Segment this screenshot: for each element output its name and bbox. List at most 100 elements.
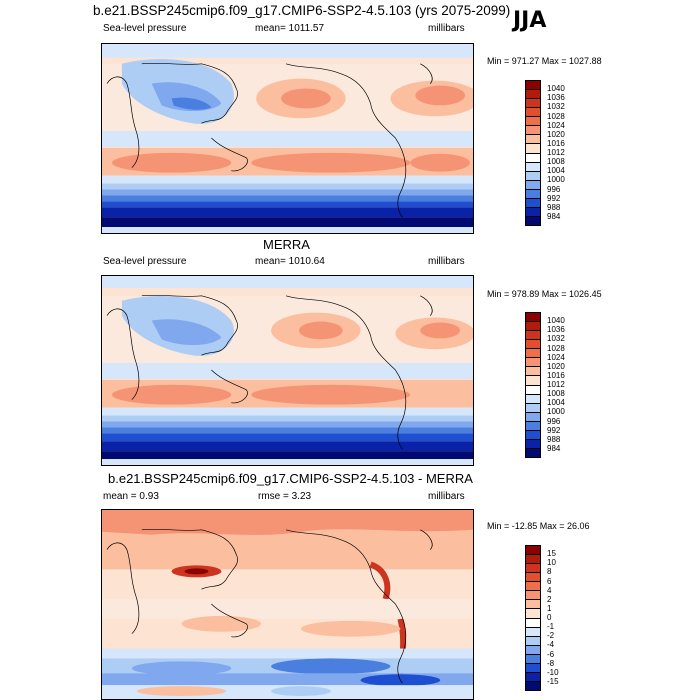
colorbar-segment — [526, 340, 540, 350]
panel2-mean: mean= 1010.64 — [255, 256, 325, 267]
colorbar-segment — [526, 600, 540, 610]
colorbar-segment — [526, 90, 540, 100]
panel3-title: b.e21.BSSP245cmip6.f09_g17.CMIP6-SSP2-4.… — [108, 471, 473, 486]
colorbar-segment — [526, 394, 540, 404]
panel1-mean: mean= 1011.57 — [255, 23, 325, 34]
colorbar-segment — [526, 672, 540, 682]
colorbar-segment — [526, 555, 540, 565]
colorbar-segment — [526, 573, 540, 583]
colorbar-segment — [526, 331, 540, 341]
colorbar-tick-label: 1000 — [547, 175, 565, 185]
colorbar-tick-label: -6 — [547, 649, 555, 659]
panel1-minmax: Min = 971.27 Max = 1027.88 — [487, 56, 602, 66]
colorbar-tick-label: -15 — [547, 676, 559, 686]
panel3-map — [101, 509, 474, 700]
colorbar-segment — [526, 313, 540, 323]
colorbar-tick-label: -4 — [547, 640, 555, 650]
colorbar-segment — [526, 322, 540, 332]
colorbar-tick-label: 2 — [547, 594, 552, 604]
panel1-variable: Sea-level pressure — [103, 23, 187, 34]
colorbar-tick-label: 1024 — [547, 352, 565, 362]
panel3-colorbar — [525, 545, 541, 691]
colorbar-segment — [526, 627, 540, 637]
colorbar-tick-label: 1020 — [547, 361, 565, 371]
colorbar-segment — [526, 144, 540, 154]
colorbar-tick-label: 996 — [547, 416, 561, 426]
panel2-units: millibars — [428, 256, 465, 267]
panel2-map — [101, 275, 474, 466]
colorbar-tick-label: 10 — [547, 558, 556, 568]
colorbar-segment — [526, 367, 540, 377]
panel3-mean: mean = 0.93 — [103, 491, 159, 502]
season-label: JJA — [513, 8, 547, 33]
colorbar-tick-label: 984 — [547, 443, 561, 453]
colorbar-tick-label: 8 — [547, 567, 552, 577]
colorbar-segment — [526, 153, 540, 163]
colorbar-segment — [526, 645, 540, 655]
colorbar-tick-label: 1 — [547, 603, 552, 613]
panel2-title: MERRA — [263, 237, 310, 252]
colorbar-segment — [526, 81, 540, 91]
colorbar-tick-label: 1036 — [547, 93, 565, 103]
colorbar-tick-label: 984 — [547, 211, 561, 221]
colorbar-segment — [526, 216, 540, 225]
colorbar-tick-label: 1004 — [547, 166, 565, 176]
colorbar-segment — [526, 117, 540, 127]
colorbar-segment — [526, 636, 540, 646]
colorbar-tick-label: 1028 — [547, 111, 565, 121]
colorbar-tick-label: 992 — [547, 193, 561, 203]
colorbar-tick-label: 1028 — [547, 343, 565, 353]
colorbar-tick-label: 1032 — [547, 102, 565, 112]
colorbar-segment — [526, 135, 540, 145]
colorbar-tick-label: 1012 — [547, 148, 565, 157]
colorbar-tick-label: 988 — [547, 434, 561, 444]
colorbar-tick-label: 15 — [547, 549, 556, 559]
colorbar-tick-label: -8 — [547, 658, 555, 668]
colorbar-segment — [526, 207, 540, 217]
colorbar-segment — [526, 430, 540, 440]
colorbar-segment — [526, 198, 540, 208]
colorbar-segment — [526, 108, 540, 118]
colorbar-segment — [526, 403, 540, 413]
colorbar-tick-label: 1016 — [547, 370, 565, 380]
colorbar-segment — [526, 591, 540, 601]
colorbar-segment — [526, 189, 540, 199]
colorbar-tick-label: 1008 — [547, 389, 565, 399]
colorbar-segment — [526, 421, 540, 431]
colorbar-segment — [526, 564, 540, 574]
colorbar-tick-label: 1036 — [547, 325, 565, 335]
colorbar-segment — [526, 162, 540, 172]
panel3-units: millibars — [428, 491, 465, 502]
colorbar-segment — [526, 654, 540, 664]
colorbar-segment — [526, 126, 540, 136]
colorbar-tick-label: -10 — [547, 667, 559, 677]
colorbar-tick-label: 1012 — [547, 380, 565, 389]
colorbar-segment — [526, 618, 540, 628]
colorbar-tick-label: 0 — [547, 613, 552, 622]
colorbar-segment — [526, 448, 540, 457]
panel1-map — [101, 43, 474, 234]
colorbar-segment — [526, 180, 540, 190]
colorbar-tick-label: 1040 — [547, 316, 565, 326]
colorbar-tick-label: -2 — [547, 631, 555, 641]
colorbar-tick-label: 1020 — [547, 129, 565, 139]
colorbar-tick-label: 1040 — [547, 84, 565, 94]
colorbar-segment — [526, 582, 540, 592]
colorbar-segment — [526, 171, 540, 181]
panel1-units: millibars — [428, 23, 465, 34]
colorbar-tick-label: 1004 — [547, 398, 565, 408]
colorbar-tick-label: 988 — [547, 202, 561, 212]
colorbar-tick-label: 1016 — [547, 138, 565, 148]
colorbar-segment — [526, 99, 540, 109]
colorbar-segment — [526, 546, 540, 556]
colorbar-tick-label: 996 — [547, 184, 561, 194]
colorbar-segment — [526, 609, 540, 619]
colorbar-tick-label: 992 — [547, 425, 561, 435]
colorbar-segment — [526, 663, 540, 673]
panel2-variable: Sea-level pressure — [103, 256, 187, 267]
colorbar-segment — [526, 412, 540, 422]
colorbar-tick-label: 1000 — [547, 407, 565, 417]
panel3-minmax: Min = -12.85 Max = 26.06 — [487, 521, 590, 531]
panel1-colorbar — [525, 80, 541, 226]
colorbar-tick-label: 1032 — [547, 334, 565, 344]
